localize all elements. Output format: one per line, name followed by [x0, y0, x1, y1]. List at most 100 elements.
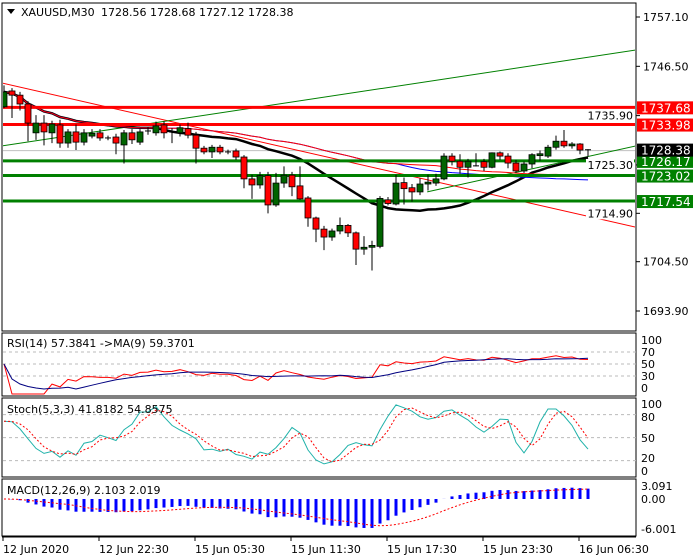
time-tick-label: 15 Jun 05:30 [195, 543, 265, 556]
time-tick-label: 12 Jun 2020 [3, 543, 69, 556]
candle-body-bear [56, 124, 64, 144]
level-price-tag [637, 101, 693, 115]
level-price-tag [637, 195, 693, 209]
candle [32, 115, 40, 140]
candle-body-bear [456, 160, 464, 168]
candle-body-bull [88, 132, 96, 137]
rsi-line [3, 355, 589, 395]
price-tick-label-bg [586, 158, 634, 171]
candle [56, 119, 64, 148]
candle [360, 236, 368, 255]
candle [424, 174, 432, 191]
candle-body-bull [208, 146, 216, 153]
candle-body-bear [480, 161, 488, 168]
candle-body-bull [152, 125, 160, 134]
candle-body-bear [560, 140, 568, 147]
candle [120, 130, 128, 164]
candle-body-bear [504, 155, 512, 164]
candle-body-bull [488, 152, 496, 168]
price-tick-label: 1693.90 [643, 305, 689, 318]
stoch-tick-label: 50 [641, 432, 655, 445]
candle [480, 158, 488, 171]
candle-body-bull [48, 123, 56, 134]
candle-body-bear [352, 232, 360, 250]
candle-body-bear [112, 136, 120, 144]
candle-body-bull [360, 246, 368, 250]
trendline-ascending-green-short [427, 145, 635, 193]
candle-body-bear [320, 228, 328, 238]
candle-body-bull [464, 160, 472, 168]
candle-body-bear [512, 162, 520, 172]
candle [352, 231, 360, 265]
candle [416, 178, 424, 196]
price-tick-label-bg [586, 109, 634, 122]
candle-body-bear [24, 103, 32, 124]
candle [24, 101, 32, 142]
candle-body-bull [432, 178, 440, 184]
candle-body-bear [408, 187, 416, 193]
time-tick-label: 15 Jun 11:30 [291, 543, 361, 556]
rsi-tick-label: 50 [641, 358, 655, 371]
candle [560, 130, 568, 148]
candle-body-bull [120, 132, 128, 146]
candle [344, 224, 352, 238]
candle-body-bull [424, 181, 432, 185]
candle [400, 177, 408, 205]
candle [528, 153, 536, 169]
candle [40, 115, 48, 146]
candle [8, 88, 16, 118]
candle-body-bull [416, 183, 424, 193]
stoch-k-line [3, 404, 589, 465]
macd-tick-label: -6.001 [641, 523, 676, 536]
candle-body-bear [248, 178, 256, 186]
candle-body-bear [160, 124, 168, 134]
candle [264, 171, 272, 214]
candle-body-bull [536, 153, 544, 157]
candle-body-bear [296, 185, 304, 200]
time-axis[interactable]: 12 Jun 2020 12 Jun 22:30 15 Jun 05:30 15 Ju… [2, 537, 649, 556]
candle [208, 144, 216, 158]
rsi-label: RSI(14) 57.3841 ->MA(9) 59.3701 [7, 337, 195, 350]
candle-body-bull [328, 230, 336, 238]
candle-body-bear [288, 174, 296, 188]
macd-tick-label: 0.00 [641, 493, 666, 506]
candle [128, 129, 136, 144]
candle-body-bull [440, 155, 448, 180]
candle [48, 120, 56, 144]
price-axis[interactable]: 1757.10 1746.50 1735.90 1725.30 1714.90 1704.… [586, 11, 693, 318]
stoch-tick-label: 20 [641, 452, 655, 465]
main-price-panel[interactable] [1, 2, 637, 332]
candle-body-bull [520, 163, 528, 172]
candle [232, 148, 240, 160]
current-price-label: 1728.38 [641, 144, 691, 158]
candle [488, 152, 496, 169]
trendline-ascending-green-long [3, 49, 635, 147]
rsi-ma-line [3, 357, 589, 390]
candle-body-bull [376, 198, 384, 247]
candle [3, 85, 8, 109]
symbol-timeframe: XAUUSD,M30 [21, 6, 95, 19]
candle [456, 154, 464, 174]
candle [392, 174, 400, 206]
candle [64, 129, 72, 148]
candle [464, 158, 472, 178]
candle-body-bear [344, 225, 352, 234]
candle-body-bull [176, 127, 184, 134]
candle-body-bear [576, 143, 584, 151]
rsi-tick-label: 100 [641, 334, 662, 347]
stoch-tick-label: 0 [641, 465, 648, 478]
level-price-tag [637, 169, 693, 183]
candle [504, 153, 512, 169]
macd-signal-line [3, 488, 589, 527]
stoch-label: Stoch(5,3,3) 41.8182 54.8575 [7, 403, 173, 416]
candle [169, 128, 175, 144]
candle [320, 225, 328, 251]
candle [16, 91, 24, 111]
rsi-tick-label: 0 [641, 382, 648, 395]
candle-body-bear [384, 199, 392, 204]
dropdown-triangle-icon[interactable] [7, 9, 15, 14]
candle [576, 143, 584, 155]
candle [192, 131, 200, 164]
candle [368, 240, 376, 271]
